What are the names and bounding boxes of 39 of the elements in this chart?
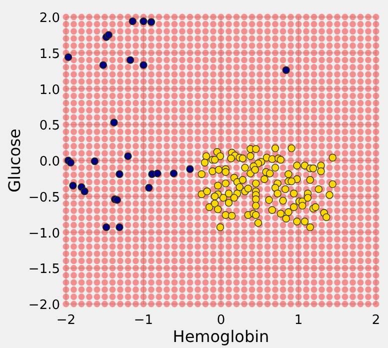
x-axis-title: Hemoglobin bbox=[172, 327, 270, 346]
y-tick-label: 2.0 bbox=[39, 11, 60, 26]
point bbox=[113, 196, 121, 204]
y-tick-label: 1.5 bbox=[39, 46, 60, 62]
point bbox=[140, 17, 148, 26]
point bbox=[90, 157, 99, 166]
point bbox=[186, 165, 194, 173]
point bbox=[116, 223, 124, 232]
y-axis-title: Glucose bbox=[5, 128, 24, 192]
point bbox=[126, 56, 134, 64]
x-tick-label: 2 bbox=[372, 313, 380, 328]
x-tick-label: 0 bbox=[216, 313, 226, 328]
point bbox=[116, 170, 124, 178]
y-tick-label: −0.5 bbox=[28, 190, 60, 206]
y-tick-label: −2.0 bbox=[28, 298, 60, 313]
point bbox=[170, 170, 178, 178]
point bbox=[102, 223, 110, 232]
x-tick-label: 1 bbox=[294, 313, 303, 328]
y-tick-label: 1.0 bbox=[39, 82, 60, 98]
point bbox=[128, 17, 136, 26]
point bbox=[80, 188, 88, 196]
y-tick-label: −1.5 bbox=[28, 262, 60, 278]
point bbox=[69, 182, 77, 190]
point bbox=[110, 118, 118, 126]
x-tick-label: −2 bbox=[56, 313, 76, 328]
point bbox=[124, 152, 132, 160]
point bbox=[145, 184, 153, 192]
y-tick-label: 0.5 bbox=[39, 118, 60, 134]
point bbox=[99, 61, 108, 69]
point bbox=[104, 31, 112, 39]
point bbox=[147, 18, 156, 26]
point bbox=[64, 53, 72, 62]
x-tick-label: −1 bbox=[134, 313, 154, 328]
point bbox=[140, 61, 148, 69]
point bbox=[282, 66, 290, 74]
y-tick-label: −1.0 bbox=[28, 226, 60, 242]
point bbox=[154, 170, 162, 178]
y-tick-label: 0.0 bbox=[39, 154, 60, 170]
point bbox=[66, 158, 74, 166]
